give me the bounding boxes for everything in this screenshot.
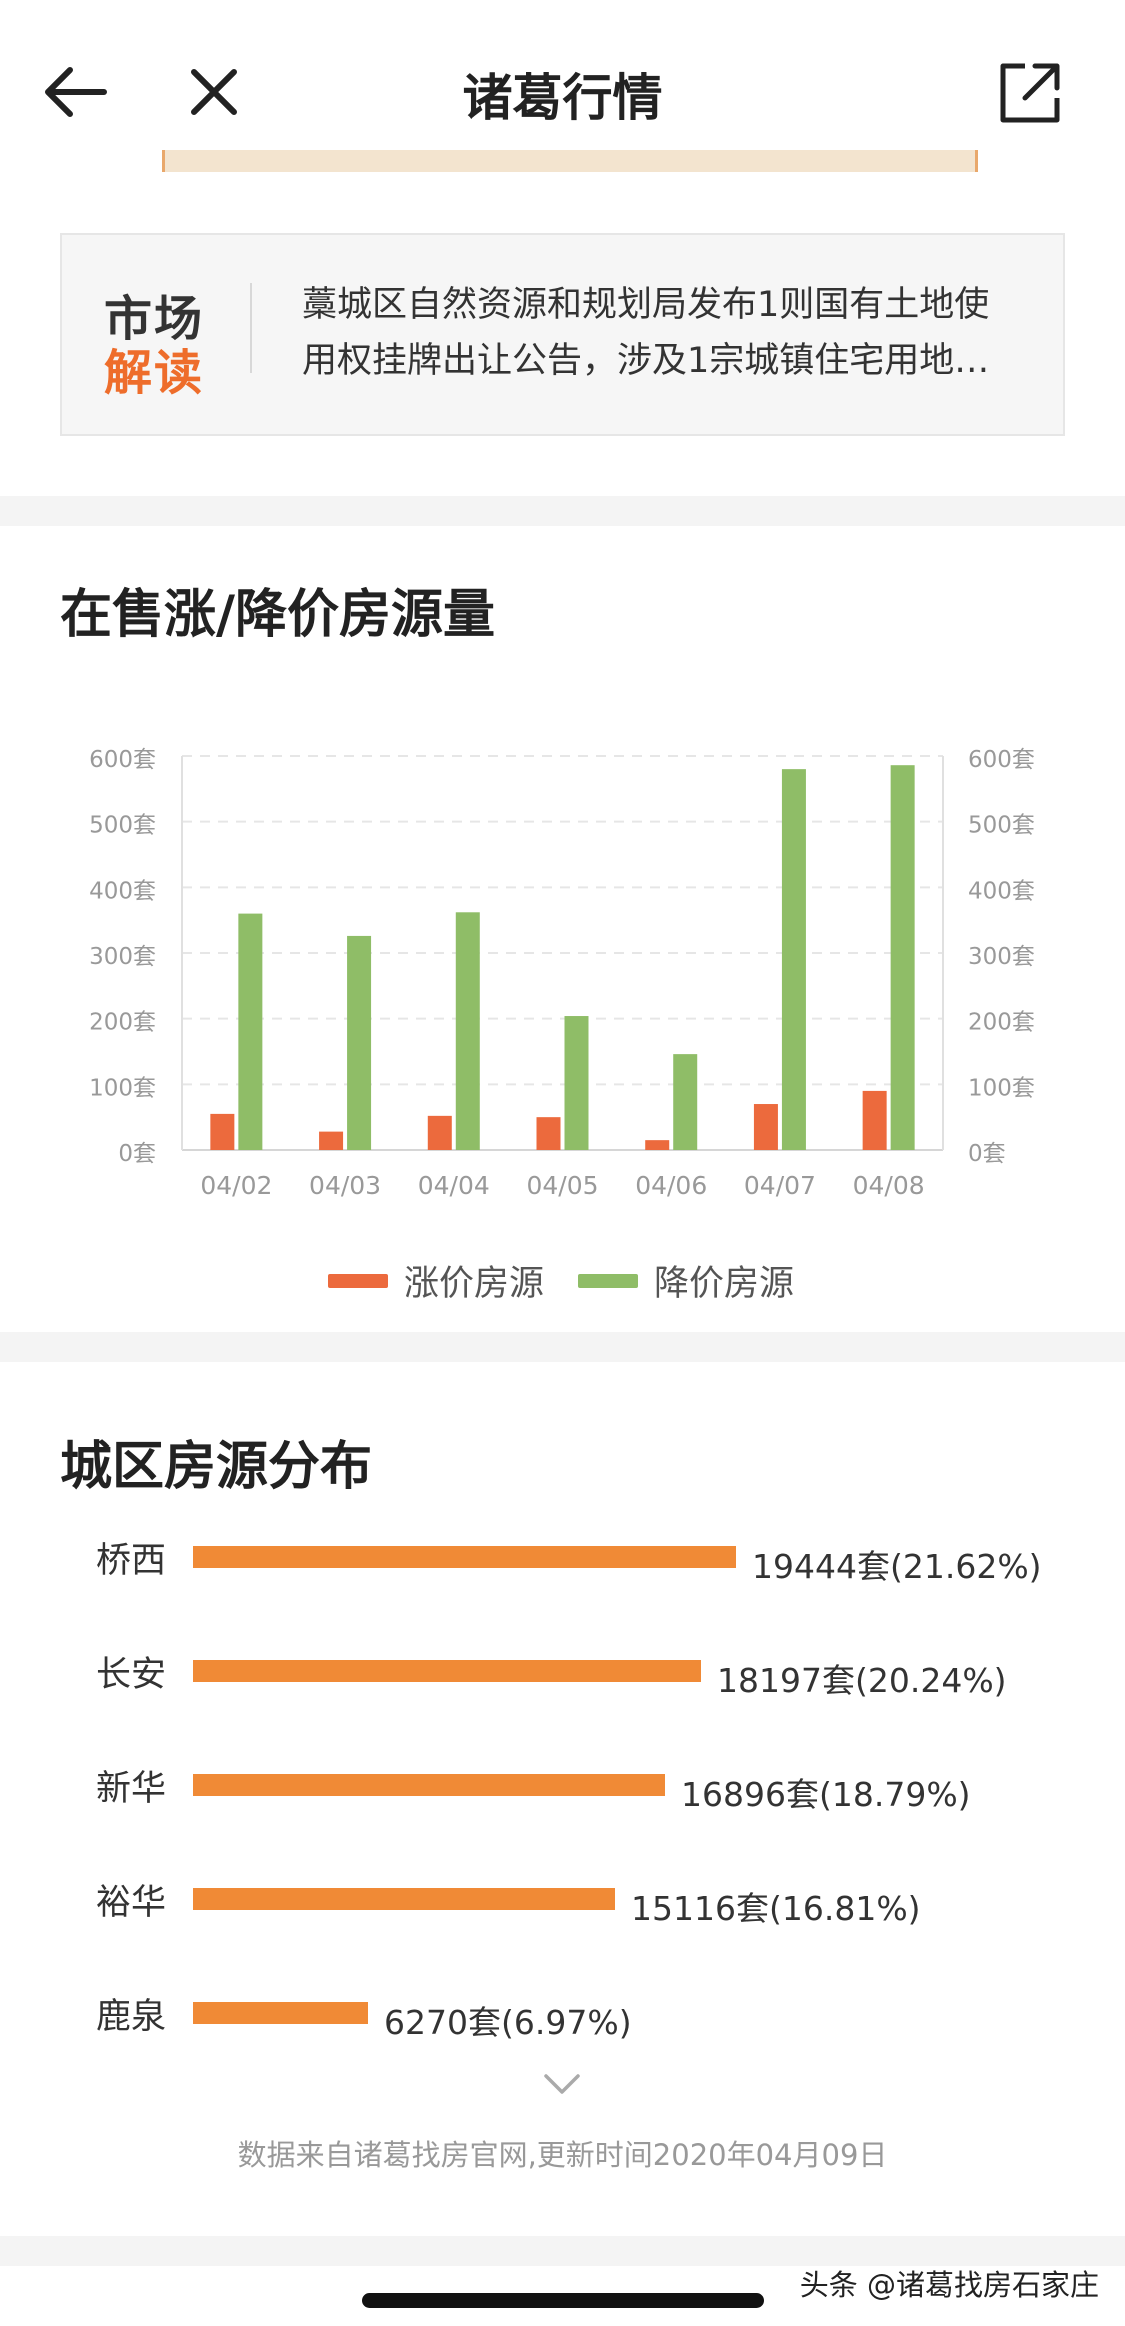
district-row: 桥西 19444套(21.62%): [0, 1532, 1125, 1602]
y-tick-label-right: 500套: [968, 813, 1035, 839]
bar-drop: [890, 765, 915, 1150]
bar-drop: [238, 913, 263, 1150]
bar-drop: [781, 769, 806, 1150]
bar-rise: [645, 1140, 670, 1150]
market-logo-line2: 解读: [104, 345, 205, 401]
y-tick-label-right: 600套: [968, 747, 1035, 773]
district-name: 长安: [96, 1655, 167, 1695]
y-tick-label-left: 0套: [118, 1141, 156, 1167]
bar-drop: [673, 1054, 698, 1150]
y-tick-label-left: 100套: [89, 1075, 156, 1101]
legend-item-rise[interactable]: 涨价房源: [328, 1255, 544, 1306]
legend-swatch-drop: [578, 1273, 638, 1288]
arrow-left-icon[interactable]: [40, 62, 110, 122]
district-name: 裕华: [96, 1883, 167, 1923]
x-tick-label: 04/05: [526, 1171, 598, 1200]
close-icon[interactable]: [182, 60, 246, 124]
market-summary-line2: 用权挂牌出让公告，涉及1宗城镇住宅用地…: [302, 341, 990, 381]
page-title: 诸葛行情: [462, 69, 663, 127]
district-bar: [193, 2002, 368, 2024]
district-row: 鹿泉 6270套(6.97%): [0, 1988, 1125, 2058]
legend-label-drop: 降价房源: [654, 1264, 795, 1304]
card-divider: [250, 283, 252, 373]
home-indicator[interactable]: [362, 2293, 764, 2308]
district-value-label: 19444套(21.62%): [752, 1547, 1042, 1586]
bar-rise: [536, 1117, 561, 1150]
y-tick-label-right: 400套: [968, 878, 1035, 904]
district-value-label: 6270套(6.97%): [384, 2003, 632, 2042]
watermark-text: 头条 @诸葛找房石家庄: [799, 2268, 1099, 2302]
district-row: 裕华 15116套(16.81%): [0, 1874, 1125, 1944]
bar-rise: [319, 1131, 344, 1150]
section-gap: [0, 1332, 1125, 1362]
section-gap: [0, 2236, 1125, 2266]
x-tick-label: 04/06: [635, 1171, 707, 1200]
chart-legend: 涨价房源 降价房源: [0, 1255, 1125, 1315]
x-tick-label: 04/02: [200, 1171, 272, 1200]
chart-section-title: 在售涨/降价房源量: [60, 585, 495, 645]
x-tick-label: 04/08: [853, 1171, 925, 1200]
bar-rise: [427, 1115, 452, 1150]
bar-drop: [455, 912, 480, 1150]
bar-drop: [347, 935, 372, 1150]
district-bar: [193, 1660, 701, 1682]
district-row: 新华 16896套(18.79%): [0, 1760, 1125, 1830]
y-tick-label-right: 300套: [968, 944, 1035, 970]
legend-swatch-rise: [328, 1273, 388, 1288]
y-tick-label-left: 500套: [89, 813, 156, 839]
y-tick-label-right: 100套: [968, 1075, 1035, 1101]
district-name: 鹿泉: [96, 1997, 167, 2037]
share-external-icon[interactable]: [995, 58, 1065, 128]
x-tick-label: 04/04: [418, 1171, 490, 1200]
market-summary-line1: 藁城区自然资源和规划局发布1则国有土地使: [302, 285, 990, 325]
price-change-bar-chart: 0套 0套 100套 100套 200套 200套 300套 300套 400套 400套 500套…: [89, 747, 1035, 1200]
y-tick-label-left: 600套: [89, 747, 156, 773]
district-name: 新华: [96, 1769, 167, 1809]
bar-drop: [564, 1016, 589, 1150]
legend-label-rise: 涨价房源: [404, 1264, 545, 1304]
district-value-label: 18197套(20.24%): [717, 1661, 1007, 1700]
data-source-footnote: 数据来自诸葛找房官网,更新时间2020年04月09日: [237, 2138, 888, 2172]
market-logo-line1: 市场: [104, 291, 205, 347]
y-tick-label-left: 200套: [89, 1010, 156, 1036]
district-bar: [193, 1546, 736, 1568]
section-gap: [0, 496, 1125, 526]
bar-rise: [210, 1113, 235, 1150]
banner-strip-bottom: [162, 150, 978, 172]
district-bar: [193, 1774, 665, 1796]
district-value-label: 16896套(18.79%): [681, 1775, 971, 1814]
district-row: 长安 18197套(20.24%): [0, 1646, 1125, 1716]
legend-item-drop[interactable]: 降价房源: [578, 1255, 794, 1306]
y-tick-label-left: 400套: [89, 878, 156, 904]
y-tick-label-right: 0套: [968, 1141, 1006, 1167]
x-tick-label: 04/03: [309, 1171, 381, 1200]
x-tick-label: 04/07: [744, 1171, 816, 1200]
market-interpretation-card[interactable]: 市场 解读 藁城区自然资源和规划局发布1则国有土地使 用权挂牌出让公告，涉及1宗…: [60, 233, 1065, 436]
nav-bar: 诸葛行情: [0, 0, 1125, 160]
district-section-title: 城区房源分布: [60, 1437, 373, 1497]
bar-rise: [753, 1104, 778, 1150]
y-tick-label-right: 200套: [968, 1010, 1035, 1036]
chevron-down-icon[interactable]: [542, 2070, 582, 2098]
market-summary-text: 藁城区自然资源和规划局发布1则国有土地使 用权挂牌出让公告，涉及1宗城镇住宅用地…: [302, 277, 1032, 389]
bar-rise: [862, 1090, 887, 1150]
district-value-label: 15116套(16.81%): [631, 1889, 921, 1928]
district-bar: [193, 1888, 615, 1910]
district-name: 桥西: [96, 1541, 167, 1581]
y-tick-label-left: 300套: [89, 944, 156, 970]
